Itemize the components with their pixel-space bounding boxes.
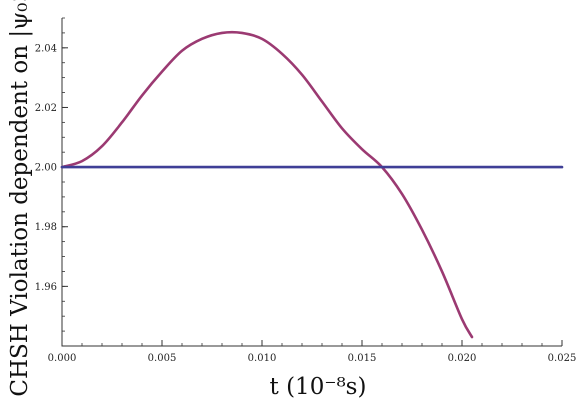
y-tick-label: 2.04 — [35, 43, 57, 54]
axis-ticks: 0.000 0.005 0.010 0.015 0.020 0.025 1.96 1.98 2.… — [35, 17, 576, 364]
y-tick-label: 2.00 — [35, 163, 57, 174]
x-axis-label: t (10⁻⁸s) — [270, 374, 367, 400]
x-tick-label: 0.025 — [548, 353, 576, 364]
plot-axes — [61, 18, 562, 347]
x-tick-label: 0.005 — [148, 353, 177, 364]
x-tick-label: 0.020 — [448, 353, 477, 364]
series-group — [60, 30, 564, 339]
y-tick-label: 2.02 — [35, 103, 57, 114]
y-axis-label: CHSH Violation dependent on |ψ₀> — [7, 0, 33, 397]
y-tick-label: 1.98 — [35, 222, 57, 233]
x-tick-label: 0.000 — [48, 353, 77, 364]
y-tick-label: 1.96 — [35, 282, 57, 293]
x-tick-label: 0.015 — [348, 353, 377, 364]
x-tick-label: 0.010 — [248, 353, 277, 364]
series-line-1 — [60, 30, 474, 339]
axis-lines — [61, 18, 562, 347]
